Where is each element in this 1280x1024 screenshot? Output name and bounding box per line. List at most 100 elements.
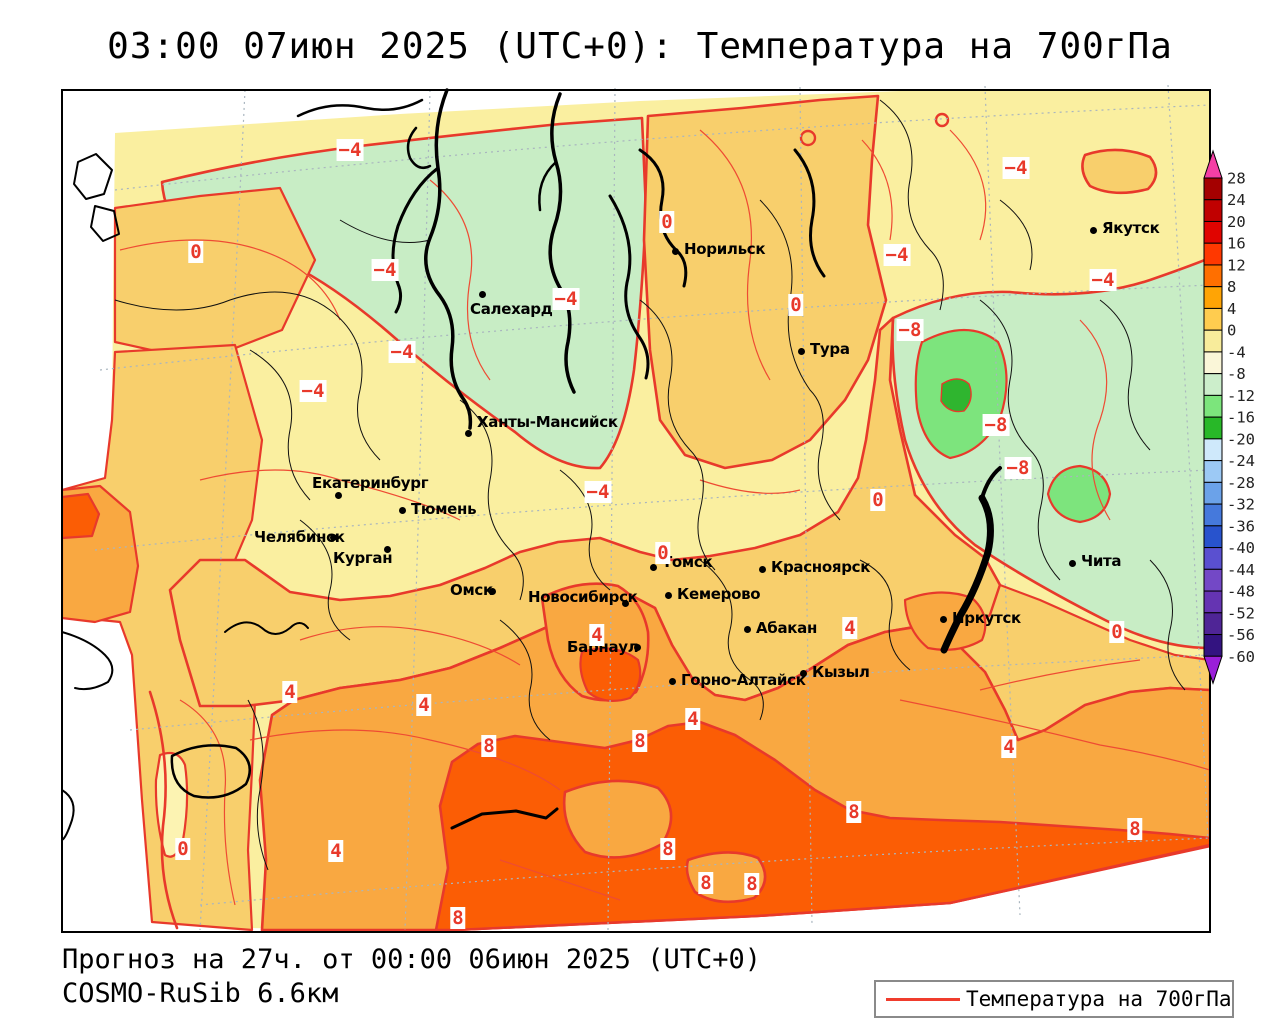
colorbar-box	[1203, 329, 1223, 353]
region-orange-altai	[579, 647, 642, 703]
city-dot	[622, 600, 629, 607]
colorbar-scale: 28 24 20 16 12 8 4 0 -4 -8 -12 -16 -20 -24 -28 -32 -36 -4…	[1200, 148, 1280, 696]
city-dot	[465, 430, 472, 437]
city-label: Салехард	[470, 300, 553, 318]
graticule	[94, 84, 1211, 931]
colorbar-arrow-bottom	[1203, 655, 1223, 685]
city-label: Ханты-Мансийск	[477, 413, 618, 431]
contour-ring-1	[799, 129, 817, 147]
contour-value-label: −4	[299, 380, 327, 402]
city-label: Новосибирск	[528, 588, 638, 606]
colorbar-tick-label: 8	[1227, 278, 1236, 296]
footer-forecast-line: Прогноз на 27ч. от 00:00 06июн 2025 (UTC…	[62, 944, 761, 975]
legend-line-swatch	[886, 997, 960, 1001]
city-dot	[798, 348, 805, 355]
colorbar-tick-label: -60	[1227, 648, 1255, 666]
temperature-field-regions	[62, 90, 1210, 932]
contour-value-label: 8	[846, 801, 862, 823]
contour-value-label: 4	[685, 708, 701, 730]
contour-value-label: 8	[1127, 818, 1143, 840]
contour-value-label: 4	[842, 617, 858, 639]
colorbar-box	[1203, 373, 1223, 396]
contour-value-label: 0	[659, 211, 675, 233]
colorbar-tick-label: 20	[1227, 213, 1246, 231]
city-label: Кызыл	[812, 663, 870, 681]
contour-value-label: −8	[982, 414, 1010, 436]
colorbar-tick-label: 0	[1227, 322, 1236, 340]
colorbar-box	[1203, 460, 1223, 483]
city-dot	[335, 492, 342, 499]
contour-value-label: 4	[1001, 736, 1017, 758]
colorbar-box	[1203, 547, 1223, 570]
city-label: Кемерово	[677, 585, 761, 603]
page-title: 03:00 07июн 2025 (UTC+0): Температура на…	[107, 26, 1173, 67]
city-dot	[665, 592, 672, 599]
contour-value-label: −4	[1002, 157, 1030, 179]
colorbar-box	[1203, 307, 1223, 331]
city-dot	[759, 566, 766, 573]
city-label: Норильск	[684, 240, 766, 258]
contour-value-label: 4	[328, 840, 344, 862]
region-gold-northwest	[113, 186, 317, 354]
city-dot	[800, 670, 807, 677]
colorbar-tick-label: -36	[1227, 517, 1255, 535]
contour-value-label: 0	[188, 241, 204, 263]
city-label: Курган	[333, 549, 393, 567]
contour-value-label: 4	[589, 624, 605, 646]
contour-value-label: −4	[883, 244, 911, 266]
contour-value-label: −4	[552, 288, 580, 310]
colorbar-tick-label: -8	[1227, 365, 1246, 383]
city-dot	[384, 546, 391, 553]
city-label: Челябинск	[254, 528, 345, 546]
city-dot	[672, 248, 679, 255]
colorbar-box	[1203, 525, 1223, 549]
legend-label: Температура на 700гПа	[966, 987, 1232, 1011]
contour-zero-bottom-left	[148, 690, 179, 930]
contour-value-label: −4	[336, 139, 364, 161]
region-amber-island-1	[562, 779, 673, 859]
city-dot	[399, 507, 406, 514]
city-label: Абакан	[756, 619, 818, 637]
city-label: Томск	[662, 553, 713, 571]
colorbar-tick-label: -12	[1227, 387, 1255, 405]
colorbar-tick-label: -20	[1227, 430, 1255, 448]
city-dot	[669, 678, 676, 685]
city-label: Омск	[450, 581, 493, 599]
city-label: Барнаул	[567, 638, 639, 656]
colorbar-arrow-top	[1203, 149, 1223, 179]
contour-value-label: 0	[655, 542, 671, 564]
region-gold-norilsk	[642, 94, 888, 470]
contour-value-label: −4	[371, 259, 399, 281]
colorbar-box	[1203, 177, 1223, 201]
colorbar-box	[1203, 220, 1223, 244]
colorbar-tick-label: -32	[1227, 496, 1255, 514]
city-label: Тюмень	[411, 500, 477, 518]
colorbar-box	[1203, 634, 1223, 657]
thin-contours	[119, 129, 1210, 906]
colorbar-box	[1203, 438, 1223, 462]
colorbar-tick-label: -16	[1227, 409, 1255, 427]
city-dot	[940, 616, 947, 623]
contour-value-label: −4	[388, 341, 416, 363]
colorbar-tick-label: 12	[1227, 256, 1246, 274]
city-dot	[1090, 227, 1097, 234]
region-gold-northeast-patch	[1081, 148, 1158, 195]
contour-value-label: 8	[744, 873, 760, 895]
colorbar-tick-label: -24	[1227, 452, 1255, 470]
city-dot	[634, 644, 641, 651]
colorbar-svg: 28 24 20 16 12 8 4 0 -4 -8 -12 -16 -20 -24 -28 -32 -36 -4…	[1203, 149, 1255, 685]
contour-value-label: 8	[632, 730, 648, 752]
contour-value-label: −4	[584, 481, 612, 503]
contour-value-label: 8	[450, 907, 466, 929]
city-dot	[479, 291, 486, 298]
lake-baikal	[940, 494, 994, 654]
colorbar-box	[1203, 264, 1223, 288]
map-legend: Температура на 700гПа	[874, 980, 1234, 1018]
contour-value-label: 8	[481, 735, 497, 757]
colorbar-tick-label: -44	[1227, 561, 1255, 579]
contour-value-label: 4	[416, 694, 432, 716]
colorbar-tick-label: 4	[1227, 300, 1236, 318]
colorbar-box	[1203, 481, 1223, 505]
colorbar-tick-label: -28	[1227, 474, 1255, 492]
